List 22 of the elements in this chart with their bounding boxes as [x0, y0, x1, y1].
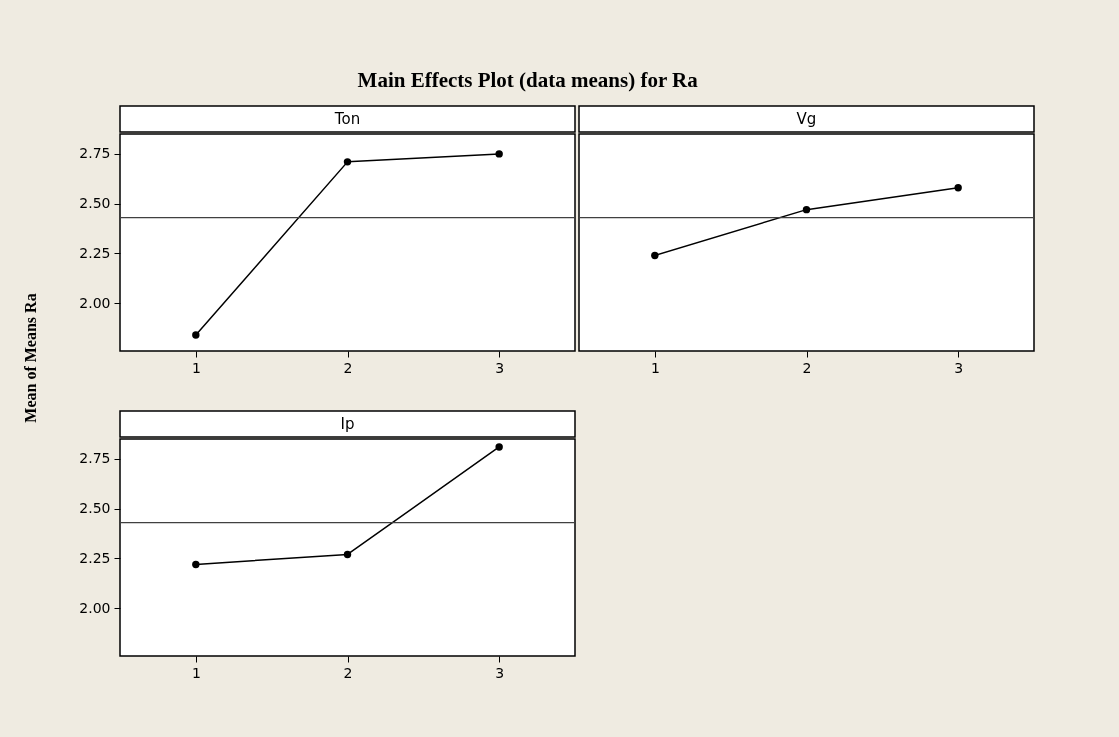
x-tick-label: 3 — [495, 359, 505, 376]
y-axis-title: Mean of Means Ra — [22, 293, 39, 423]
x-tick-label: 1 — [191, 664, 201, 681]
y-tick-label: 2.25 — [79, 244, 111, 261]
y-tick-label: 2.00 — [79, 294, 111, 311]
chart-title: Ip — [340, 415, 355, 433]
x-tick-label: 2 — [343, 664, 353, 681]
x-tick-label: 3 — [495, 664, 505, 681]
text: Main Effects Plot (data means) for Ra — [357, 68, 699, 93]
y-tick-label: 2.75 — [79, 450, 111, 467]
x-tick-label: 2 — [802, 359, 812, 376]
y-tick-label: 2.50 — [79, 500, 111, 517]
x-tick-label: 2 — [343, 359, 353, 376]
chart-title: Ton — [333, 110, 361, 128]
y-tick-label: 2.75 — [79, 145, 111, 162]
x-tick-label: 1 — [650, 359, 660, 376]
y-tick-label: 2.25 — [79, 549, 111, 566]
y-tick-label: 2.50 — [79, 195, 111, 212]
y-tick-label: 2.00 — [79, 599, 111, 616]
chart-title: Vg — [796, 110, 817, 128]
x-tick-label: 1 — [191, 359, 201, 376]
x-tick-label: 3 — [954, 359, 964, 376]
